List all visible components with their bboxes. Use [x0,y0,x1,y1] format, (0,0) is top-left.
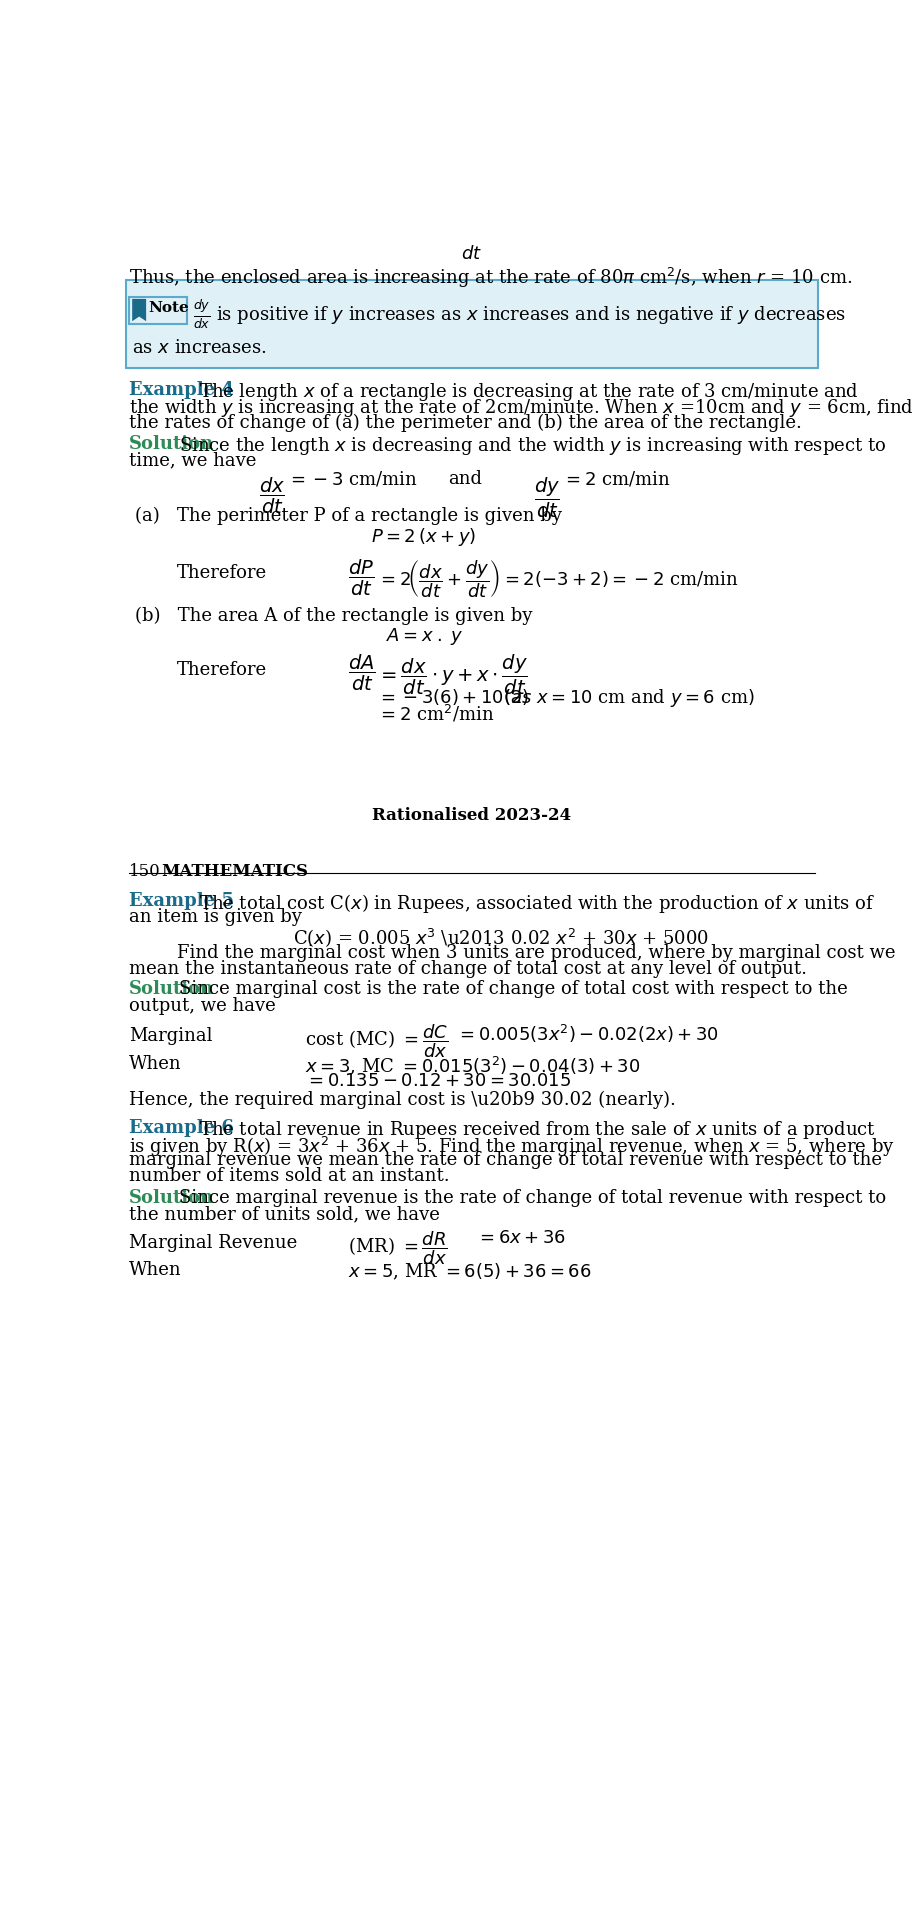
Text: Find the marginal cost when 3 units are produced, where by marginal cost we: Find the marginal cost when 3 units are … [154,944,895,963]
Text: (b)   The area A of the rectangle is given by: (b) The area A of the rectangle is given… [134,607,531,626]
Text: (a)   The perimeter P of a rectangle is given by: (a) The perimeter P of a rectangle is gi… [134,507,562,526]
Text: an item is given by: an item is given by [129,907,302,926]
Text: $= 0.135 - 0.12 + 30 = 30.015$: $= 0.135 - 0.12 + 30 = 30.015$ [305,1073,571,1090]
Text: Note: Note [148,300,189,316]
Text: the width $y$ is increasing at the rate of 2cm/minute. When $x$ =10cm and $y$ = : the width $y$ is increasing at the rate … [129,397,914,420]
Text: MATHEMATICS: MATHEMATICS [161,863,309,880]
Text: Since marginal cost is the rate of change of total cost with respect to the: Since marginal cost is the rate of chang… [179,980,847,998]
Text: 150: 150 [129,863,161,880]
Text: $\dfrac{dP}{dt}$: $\dfrac{dP}{dt}$ [347,559,374,599]
Text: number of items sold at an instant.: number of items sold at an instant. [129,1167,449,1184]
Text: Solution: Solution [129,435,215,453]
Text: $x = 3$, MC $= 0.015(3^2) - 0.04(3) + 30$: $x = 3$, MC $= 0.015(3^2) - 0.04(3) + 30… [305,1055,640,1077]
Text: the number of units sold, we have: the number of units sold, we have [129,1206,440,1223]
Text: $= 2$ cm$^2$/min: $= 2$ cm$^2$/min [377,703,495,724]
Text: is given by R($x$) = 3$x^2$ + 36$x$ + 5. Find the marginal revenue, when $x$ = 5: is given by R($x$) = 3$x^2$ + 36$x$ + 5.… [129,1134,895,1159]
Text: $x = 5$, MR $= 6(5) + 36 = 66$: $x = 5$, MR $= 6(5) + 36 = 66$ [347,1262,591,1281]
Text: Example 5: Example 5 [129,892,234,909]
Text: the rates of change of (a) the perimeter and (b) the area of the rectangle.: the rates of change of (a) the perimeter… [129,414,802,431]
Text: Example 6: Example 6 [129,1119,234,1136]
Text: $= 6x + 36$: $= 6x + 36$ [475,1229,565,1246]
Text: Marginal Revenue: Marginal Revenue [129,1235,297,1252]
Text: Therefore: Therefore [177,661,267,678]
Text: $= 0.005(3x^2) - 0.02(2x) + 30$: $= 0.005(3x^2) - 0.02(2x) + 30$ [456,1023,719,1044]
Text: $\frac{dy}{dx}$: $\frac{dy}{dx}$ [192,299,210,331]
Text: $= -3$ cm/min: $= -3$ cm/min [287,470,418,489]
Text: $\dfrac{dy}{dt}$: $\dfrac{dy}{dt}$ [533,476,560,520]
Text: Since the length $x$ is decreasing and the width $y$ is increasing with respect : Since the length $x$ is decreasing and t… [179,435,886,456]
Text: (MR) $=\dfrac{dR}{dx}$: (MR) $=\dfrac{dR}{dx}$ [347,1229,448,1267]
Text: $dt$: $dt$ [461,245,482,264]
Text: Therefore: Therefore [177,564,267,582]
Text: $=\dfrac{dx}{dt}\cdot y + x\cdot\dfrac{dy}{dt}$: $=\dfrac{dx}{dt}\cdot y + x\cdot\dfrac{d… [377,653,528,697]
Text: $= -3(6) + 10(2)$: $= -3(6) + 10(2)$ [377,688,530,707]
Text: Since marginal revenue is the rate of change of total revenue with respect to: Since marginal revenue is the rate of ch… [179,1188,886,1208]
Text: Example 4: Example 4 [129,381,234,399]
Text: output, we have: output, we have [129,996,275,1015]
Text: is positive if $y$ increases as $x$ increases and is negative if $y$ decreases: is positive if $y$ increases as $x$ incr… [216,304,845,325]
Text: marginal revenue we mean the rate of change of total revenue with respect to the: marginal revenue we mean the rate of cha… [129,1152,882,1169]
Text: $= 2$ cm/min: $= 2$ cm/min [563,470,670,489]
Text: Solution: Solution [129,980,215,998]
Text: $\dfrac{dA}{dt}$: $\dfrac{dA}{dt}$ [347,653,376,693]
Text: mean the instantaneous rate of change of total cost at any level of output.: mean the instantaneous rate of change of… [129,961,807,978]
Text: as $x$ increases.: as $x$ increases. [133,339,267,356]
Text: $(as\ x = 10$ cm and $y = 6$ cm$)$: $(as\ x = 10$ cm and $y = 6$ cm$)$ [503,688,754,709]
Text: C($x$) = 0.005 $x^3$ \u2013 0.02 $x^2$ + 30$x$ + 5000: C($x$) = 0.005 $x^3$ \u2013 0.02 $x^2$ +… [294,926,709,950]
Text: $A = x\;.\;y$: $A = x\;.\;y$ [387,626,464,647]
Text: time, we have: time, we have [129,451,256,470]
Text: The length $x$ of a rectangle is decreasing at the rate of 3 cm/minute and: The length $x$ of a rectangle is decreas… [199,381,858,403]
FancyBboxPatch shape [126,279,818,368]
Text: and: and [449,470,483,487]
Text: Rationalised 2023-24: Rationalised 2023-24 [372,807,571,824]
Text: $\dfrac{dx}{dt}$: $\dfrac{dx}{dt}$ [259,476,285,516]
Text: When: When [129,1055,181,1073]
Text: Solution: Solution [129,1188,215,1208]
Text: When: When [129,1262,181,1279]
Text: Thus, the enclosed area is increasing at the rate of 80$\pi$ cm$^2$/s, when $r$ : Thus, the enclosed area is increasing at… [129,266,853,291]
Text: Marginal: Marginal [129,1027,213,1044]
Text: The total cost C($x$) in Rupees, associated with the production of $x$ units of: The total cost C($x$) in Rupees, associa… [199,892,875,915]
FancyBboxPatch shape [129,297,187,324]
Text: cost (MC) $=\dfrac{dC}{dx}$: cost (MC) $=\dfrac{dC}{dx}$ [305,1023,449,1061]
Text: Hence, the required marginal cost is \u20b9 30.02 (nearly).: Hence, the required marginal cost is \u2… [129,1092,676,1109]
Text: The total revenue in Rupees received from the sale of $x$ units of a product: The total revenue in Rupees received fro… [199,1119,876,1140]
Text: $P = 2\,(x + y)$: $P = 2\,(x + y)$ [371,526,476,549]
Text: $= 2\!\left(\dfrac{dx}{dt}+\dfrac{dy}{dt}\right) = 2(-3+2) = -2$ cm/min: $= 2\!\left(\dfrac{dx}{dt}+\dfrac{dy}{dt… [377,559,739,601]
Polygon shape [133,299,146,322]
